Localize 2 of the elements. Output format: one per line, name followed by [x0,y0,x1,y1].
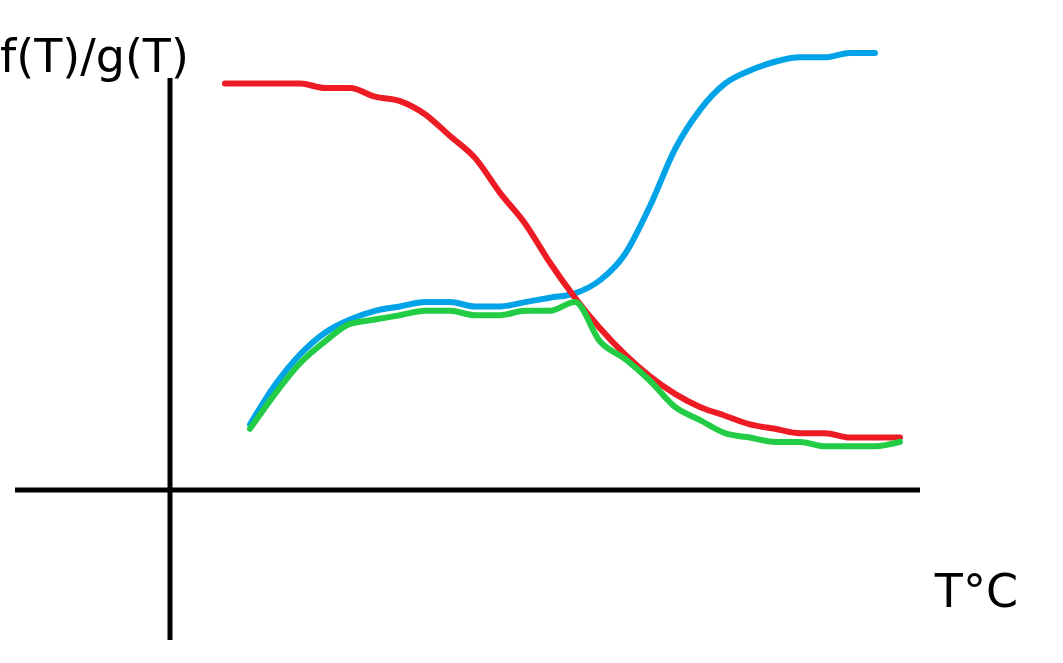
y-axis-title: f(T)/g(T) [0,29,189,83]
x-axis-title: T°C [933,564,1018,618]
